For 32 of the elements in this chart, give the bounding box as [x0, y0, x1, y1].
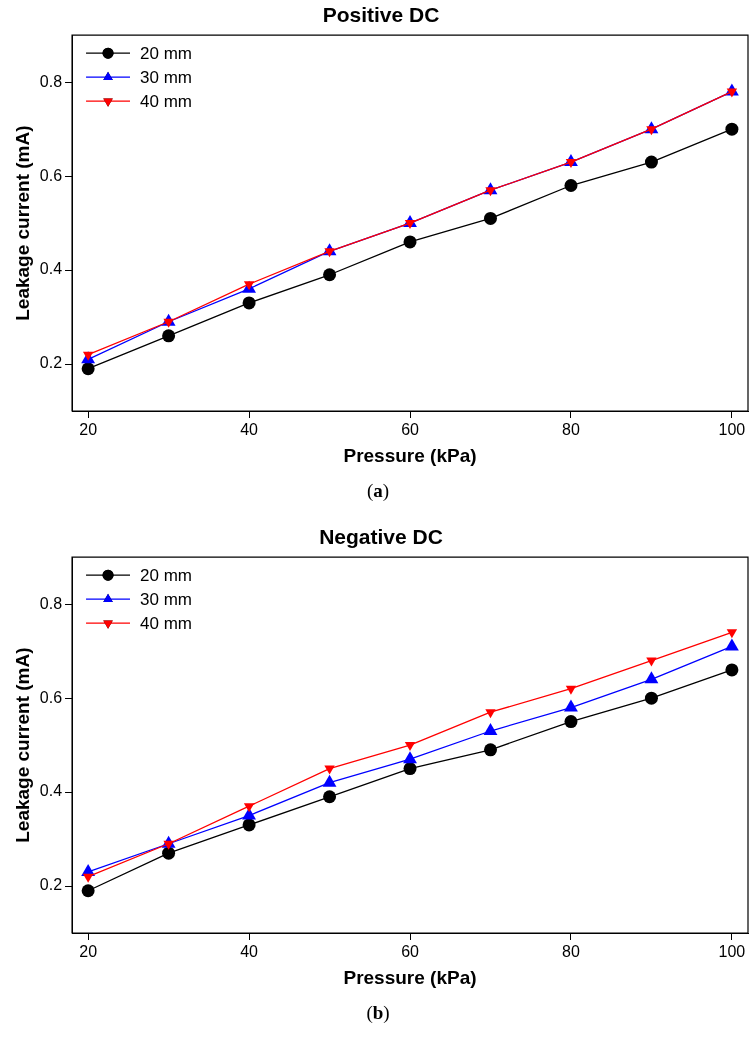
x-tick-label: 20 [79, 943, 98, 961]
y-axis-title: Leakage current (mA) [11, 647, 33, 843]
x-tick-label: 40 [240, 421, 259, 439]
x-tick-label: 80 [562, 943, 580, 961]
y-axis-title: Leakage current (mA) [11, 125, 33, 321]
text: (a) [365, 480, 391, 502]
legend-label: 40 mm [140, 613, 193, 633]
y-tick-label: 0.8 [39, 72, 63, 90]
x-tick-label: 100 [718, 943, 746, 961]
x-axis-title: Pressure (kPa) [343, 444, 477, 466]
legend-label: 30 mm [140, 589, 193, 609]
x-tick-label: 60 [401, 421, 420, 439]
y-tick-label: 0.6 [39, 166, 63, 184]
x-axis-title: Pressure (kPa) [343, 966, 477, 988]
x-tick-label: 40 [240, 943, 259, 961]
chart-title: Negative DC [319, 525, 443, 549]
x-tick-label: 20 [79, 421, 98, 439]
legend-label: 20 mm [140, 565, 193, 585]
y-tick-label: 0.6 [39, 688, 63, 706]
x-tick-label: 100 [718, 421, 746, 439]
x-tick-label: 80 [562, 421, 580, 439]
y-tick-label: 0.2 [39, 876, 63, 894]
text: (b) [365, 1002, 391, 1024]
chart-title: Positive DC [322, 3, 440, 27]
y-tick-label: 0.4 [39, 782, 63, 800]
y-tick-label: 0.8 [39, 594, 63, 612]
legend-label: 40 mm [140, 91, 193, 111]
x-tick-label: 60 [401, 943, 420, 961]
legend-label: 20 mm [140, 43, 193, 63]
legend-label: 30 mm [140, 67, 193, 87]
y-tick-label: 0.2 [39, 354, 63, 372]
y-tick-label: 0.4 [39, 260, 63, 278]
